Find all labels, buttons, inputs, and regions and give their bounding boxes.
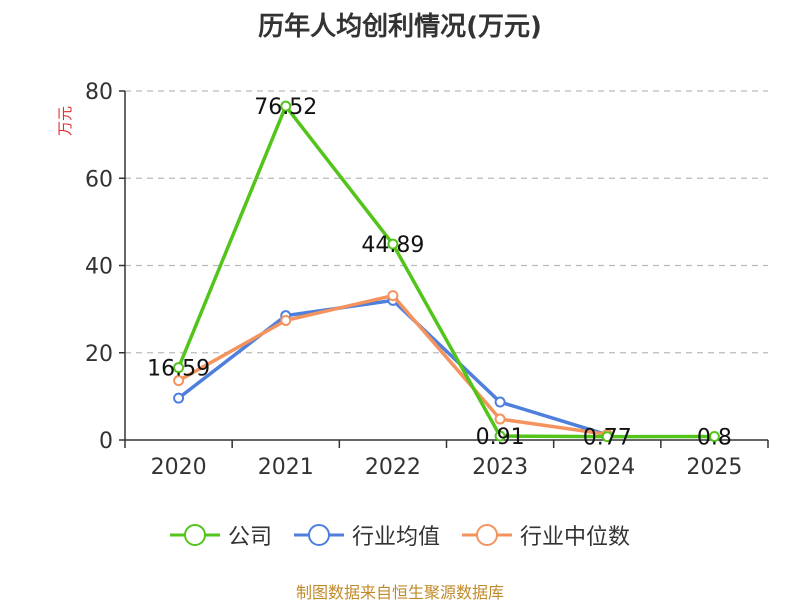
- point-s1-2023: [494, 396, 506, 408]
- legend-label-2: 行业中位数: [520, 525, 631, 550]
- y-tick-label-60: 60: [85, 167, 113, 192]
- point-s2-2020: [173, 375, 185, 387]
- data-label-2020: 16.59: [147, 357, 210, 382]
- legend-item-1[interactable]: 行业均值: [293, 519, 440, 551]
- point-s0-2020: [173, 362, 185, 374]
- series-line-0: [176, 104, 715, 439]
- point-s2-2023: [494, 413, 506, 425]
- legend-swatch-1: [293, 524, 344, 546]
- data-label-2024: 0.77: [583, 426, 632, 451]
- legend-item-2[interactable]: 行业中位数: [462, 519, 630, 551]
- point-s0-2023: [494, 430, 506, 442]
- y-axis-label: 万元: [56, 106, 74, 136]
- legend-swatch-2: [462, 524, 512, 546]
- source-note: 制图数据来自恒生聚源数据库: [295, 583, 504, 602]
- point-s2-2022: [387, 290, 399, 302]
- x-tick-label-2024: 2024: [579, 455, 635, 480]
- x-tick-label-2025: 2025: [686, 455, 742, 480]
- x-tick-label-2021: 2021: [258, 455, 314, 480]
- point-s0-2021: [280, 100, 292, 112]
- point-s0-2024: [601, 431, 613, 443]
- point-s0-2025: [708, 431, 720, 443]
- series-line-1: [177, 298, 608, 437]
- x-tick-label-2022: 2022: [365, 455, 421, 480]
- data-label-2023: 0.91: [476, 425, 525, 450]
- legend-item-0[interactable]: 公司: [169, 519, 272, 551]
- point-s0-2022: [387, 238, 399, 250]
- point-s1-2020: [173, 392, 185, 404]
- legend: 公司 行业均值 行业中位数: [0, 519, 800, 551]
- legend-label-1: 行业均值: [351, 525, 440, 550]
- grid-layer: [125, 90, 768, 354]
- series-layer: [173, 100, 720, 443]
- data-label-2021: 76.52: [254, 95, 317, 120]
- axis-layer: 0 20 40 60 80 万元 2020 2021 2022 2023 2024 2025: [56, 80, 769, 480]
- label-layer: 16.59 76.52 44.89 0.91 0.77 0.8: [147, 95, 732, 450]
- y-tick-label-40: 40: [85, 255, 113, 280]
- legend-label-0: 公司: [227, 525, 272, 550]
- chart-title: 历年人均创利情况(万元): [258, 12, 542, 42]
- y-tick-label-80: 80: [85, 80, 113, 105]
- x-tick-label-2023: 2023: [472, 455, 528, 480]
- data-label-2022: 44.89: [361, 233, 424, 258]
- legend-swatch-0: [169, 524, 220, 546]
- y-tick-label-0: 0: [99, 429, 113, 454]
- data-label-2025: 0.8: [697, 426, 732, 451]
- y-tick-label-20: 20: [85, 342, 113, 367]
- point-s2-2021: [280, 314, 292, 326]
- x-tick-label-2020: 2020: [151, 455, 207, 480]
